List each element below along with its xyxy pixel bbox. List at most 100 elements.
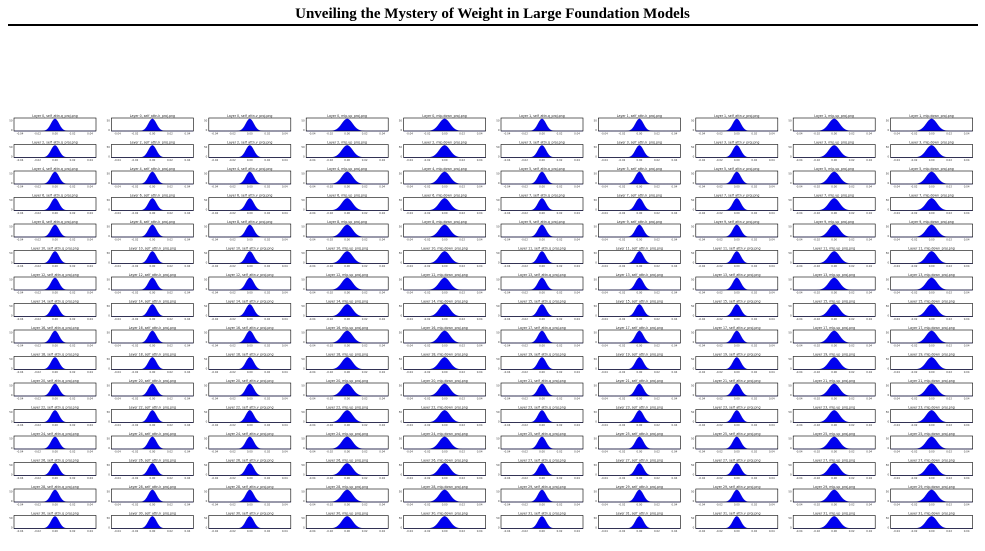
x-tick-label: -0.04 xyxy=(796,264,803,268)
panel-frame xyxy=(695,515,779,529)
panel-title: Layer 27, mlp.down_proj.png xyxy=(908,458,954,462)
y-tick-label: 0 xyxy=(11,367,13,371)
distribution-area xyxy=(208,357,291,370)
panel-title: Layer 11, mlp.down_proj.png xyxy=(908,246,954,250)
x-tick-label: -0.02 xyxy=(132,158,139,162)
x-tick-label: 0.02 xyxy=(70,290,76,294)
panel-title: Layer 29, self_attn.k_proj.png xyxy=(616,485,663,489)
y-tick-label: 0 xyxy=(108,181,110,185)
x-tick-label: -0.04 xyxy=(601,343,608,347)
panel-title: Layer 21, mlp.down_proj.png xyxy=(908,379,954,383)
x-tick-label: 0.00 xyxy=(831,184,837,188)
panel-title: Layer 7, self_attn.q_proj.png xyxy=(519,193,564,197)
y-tick-label: 0 xyxy=(693,393,695,397)
x-tick-label: -0.02 xyxy=(813,237,820,241)
x-tick-label: 0.00 xyxy=(637,184,643,188)
y-tick-label: 50 xyxy=(399,145,403,149)
panel-frame xyxy=(208,382,292,397)
x-tick-label: -0.04 xyxy=(698,476,705,480)
distribution-area xyxy=(890,171,973,185)
x-tick-label: -0.04 xyxy=(406,370,413,374)
panel-frame xyxy=(792,356,876,370)
panel-frame xyxy=(305,170,389,185)
panel-frame xyxy=(208,329,292,344)
y-tick-label: 0 xyxy=(887,261,889,265)
x-tick-label: -0.02 xyxy=(619,317,626,321)
panel-title: Layer 5, self_attn.k_proj.png xyxy=(617,167,662,171)
x-tick-label: -0.04 xyxy=(601,502,608,506)
x-tick-label: 0.02 xyxy=(849,502,855,506)
x-tick-label: -0.04 xyxy=(796,237,803,241)
x-tick-label: -0.04 xyxy=(406,131,413,135)
distribution-area xyxy=(306,198,389,211)
x-tick-label: -0.04 xyxy=(406,290,413,294)
y-tick-label: 50 xyxy=(301,384,305,388)
y-tick-label: 0 xyxy=(206,420,208,424)
y-tick-label: 0 xyxy=(693,367,695,371)
x-tick-label: 0.02 xyxy=(70,184,76,188)
distribution-area xyxy=(306,357,389,370)
panel-title: Layer 13, self_attn.v_proj.png xyxy=(713,273,760,277)
panel-frame xyxy=(403,409,486,423)
panel-frame xyxy=(695,250,779,264)
x-tick-label: 0.00 xyxy=(831,449,837,453)
x-tick-label: 0.00 xyxy=(831,290,837,294)
y-tick-label: 50 xyxy=(9,278,13,282)
x-tick-label: 0.02 xyxy=(654,211,660,215)
panel-frame xyxy=(208,223,292,238)
x-tick-label: 0.02 xyxy=(167,423,173,427)
x-tick-label: 0.02 xyxy=(70,264,76,268)
panel-frame xyxy=(403,250,486,264)
x-tick-label: 0.02 xyxy=(654,502,660,506)
x-tick-label: 0.04 xyxy=(477,502,483,506)
x-tick-label: 0.00 xyxy=(247,290,253,294)
x-tick-label: -0.04 xyxy=(698,396,705,400)
y-tick-label: 0 xyxy=(206,340,208,344)
distribution-area xyxy=(695,463,778,476)
y-tick-label: 0 xyxy=(595,155,597,159)
x-tick-label: 0.00 xyxy=(637,317,643,321)
panel-title: Layer 2, self_attn.q_proj.png xyxy=(32,140,77,144)
x-tick-label: 0.04 xyxy=(185,211,191,215)
y-tick-label: 50 xyxy=(399,198,403,202)
panel-title: Layer 4, self_attn.v_proj.png xyxy=(227,167,272,171)
y-tick-label: 50 xyxy=(301,490,305,494)
x-tick-label: -0.02 xyxy=(619,158,626,162)
x-tick-label: -0.02 xyxy=(424,396,431,400)
y-tick-label: 0 xyxy=(303,367,305,371)
y-tick-label: 0 xyxy=(400,287,402,291)
x-tick-label: -0.04 xyxy=(114,370,121,374)
panel-title: Layer 0, self_attn.q_proj.png xyxy=(32,114,77,118)
x-tick-label: 0.04 xyxy=(964,449,970,453)
distribution-area xyxy=(890,224,973,238)
y-tick-label: 50 xyxy=(496,304,500,308)
y-tick-label: 50 xyxy=(496,463,500,467)
distribution-area xyxy=(793,489,876,503)
y-tick-label: 50 xyxy=(594,463,598,467)
panel-title: Layer 10, mlp.up_proj.png xyxy=(326,246,368,250)
y-tick-label: 0 xyxy=(498,473,500,477)
y-tick-label: 50 xyxy=(9,384,13,388)
x-tick-label: -0.04 xyxy=(309,264,316,268)
x-tick-label: 0.00 xyxy=(150,343,156,347)
x-tick-label: -0.04 xyxy=(504,131,511,135)
x-tick-label: 0.02 xyxy=(264,184,270,188)
y-tick-label: 0 xyxy=(11,234,13,238)
x-tick-label: 0.04 xyxy=(477,396,483,400)
x-tick-label: 0.02 xyxy=(264,476,270,480)
x-tick-label: 0.04 xyxy=(964,502,970,506)
